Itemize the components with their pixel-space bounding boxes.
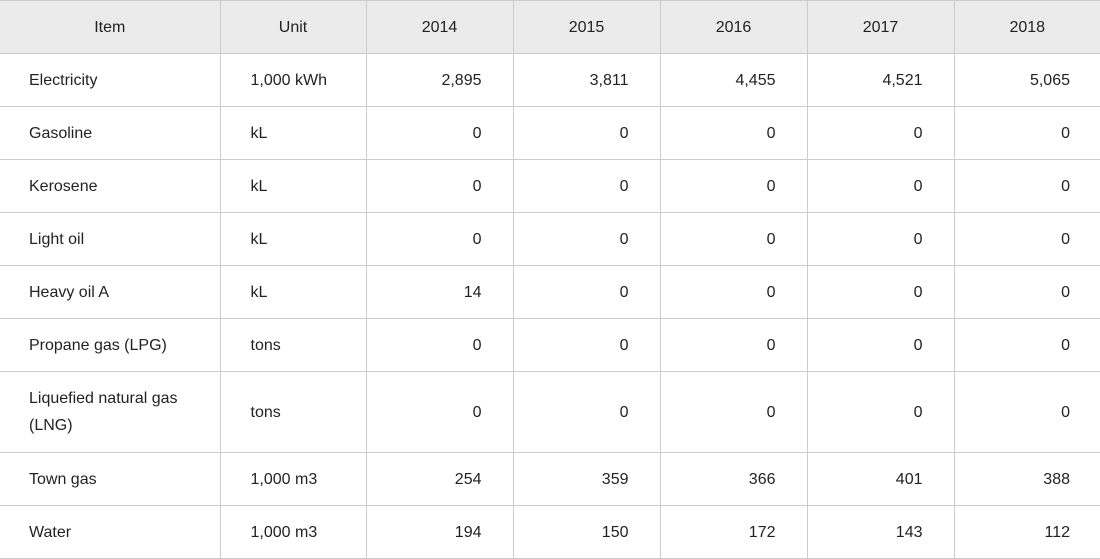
- value-2017: 401: [806, 452, 955, 506]
- header-unit: Unit: [219, 0, 367, 54]
- value-2016: 0: [659, 265, 808, 319]
- row-item: Heavy oil A: [0, 265, 221, 319]
- value-2014: 194: [365, 505, 514, 559]
- table-row: Heavy oil A kL 14 0 0 0 0: [0, 265, 1100, 319]
- header-year-2017: 2017: [806, 0, 955, 54]
- value-2014: 14: [365, 265, 514, 319]
- value-2016: 366: [659, 452, 808, 506]
- value-2014: 0: [365, 318, 514, 372]
- value-2015: 359: [512, 452, 661, 506]
- row-unit: 1,000 kWh: [219, 53, 367, 107]
- table-row: Water 1,000 m3 194 150 172 143 112: [0, 505, 1100, 559]
- row-unit: kL: [219, 265, 367, 319]
- value-2014: 0: [365, 106, 514, 160]
- table-row: Town gas 1,000 m3 254 359 366 401 388: [0, 452, 1100, 506]
- value-2017: 143: [806, 505, 955, 559]
- row-item: Light oil: [0, 212, 221, 266]
- value-2016: 0: [659, 106, 808, 160]
- table-row: Propane gas (LPG) tons 0 0 0 0 0: [0, 318, 1100, 372]
- value-2018: 112: [953, 505, 1100, 559]
- value-2018: 388: [953, 452, 1100, 506]
- value-2016: 0: [659, 371, 808, 453]
- value-2018: 0: [953, 159, 1100, 213]
- value-2015: 0: [512, 371, 661, 453]
- value-2015: 0: [512, 159, 661, 213]
- value-2015: 3,811: [512, 53, 661, 107]
- value-2017: 4,521: [806, 53, 955, 107]
- row-unit: kL: [219, 159, 367, 213]
- header-row: Item Unit 2014 2015 2016 2017 2018: [0, 0, 1100, 54]
- header-year-2015: 2015: [512, 0, 661, 54]
- row-unit: kL: [219, 212, 367, 266]
- header-year-2018: 2018: [953, 0, 1100, 54]
- row-item: Gasoline: [0, 106, 221, 160]
- value-2018: 0: [953, 318, 1100, 372]
- value-2014: 0: [365, 371, 514, 453]
- row-unit: tons: [219, 318, 367, 372]
- value-2018: 0: [953, 371, 1100, 453]
- row-item: Propane gas (LPG): [0, 318, 221, 372]
- value-2016: 4,455: [659, 53, 808, 107]
- table-row: Gasoline kL 0 0 0 0 0: [0, 106, 1100, 160]
- row-unit: 1,000 m3: [219, 505, 367, 559]
- value-2016: 172: [659, 505, 808, 559]
- value-2014: 2,895: [365, 53, 514, 107]
- value-2017: 0: [806, 106, 955, 160]
- header-item: Item: [0, 0, 221, 54]
- table-row: Liquefied natural gas (LNG) tons 0 0 0 0…: [0, 371, 1100, 453]
- row-item: Town gas: [0, 452, 221, 506]
- value-2014: 0: [365, 159, 514, 213]
- value-2018: 0: [953, 265, 1100, 319]
- value-2016: 0: [659, 318, 808, 372]
- value-2018: 0: [953, 212, 1100, 266]
- row-unit: tons: [219, 371, 367, 453]
- value-2018: 5,065: [953, 53, 1100, 107]
- value-2015: 0: [512, 212, 661, 266]
- value-2018: 0: [953, 106, 1100, 160]
- table-row: Electricity 1,000 kWh 2,895 3,811 4,455 …: [0, 53, 1100, 107]
- row-unit: 1,000 m3: [219, 452, 367, 506]
- value-2016: 0: [659, 212, 808, 266]
- row-unit: kL: [219, 106, 367, 160]
- value-2017: 0: [806, 371, 955, 453]
- header-year-2014: 2014: [365, 0, 514, 54]
- row-item: Water: [0, 505, 221, 559]
- value-2016: 0: [659, 159, 808, 213]
- row-item: Kerosene: [0, 159, 221, 213]
- value-2017: 0: [806, 265, 955, 319]
- value-2015: 0: [512, 265, 661, 319]
- header-year-2016: 2016: [659, 0, 808, 54]
- row-item: Liquefied natural gas (LNG): [0, 371, 221, 453]
- value-2017: 0: [806, 212, 955, 266]
- row-item: Electricity: [0, 53, 221, 107]
- value-2017: 0: [806, 318, 955, 372]
- table-row: Light oil kL 0 0 0 0 0: [0, 212, 1100, 266]
- value-2015: 0: [512, 318, 661, 372]
- value-2015: 0: [512, 106, 661, 160]
- value-2014: 0: [365, 212, 514, 266]
- table-row: Kerosene kL 0 0 0 0 0: [0, 159, 1100, 213]
- value-2015: 150: [512, 505, 661, 559]
- value-2017: 0: [806, 159, 955, 213]
- value-2014: 254: [365, 452, 514, 506]
